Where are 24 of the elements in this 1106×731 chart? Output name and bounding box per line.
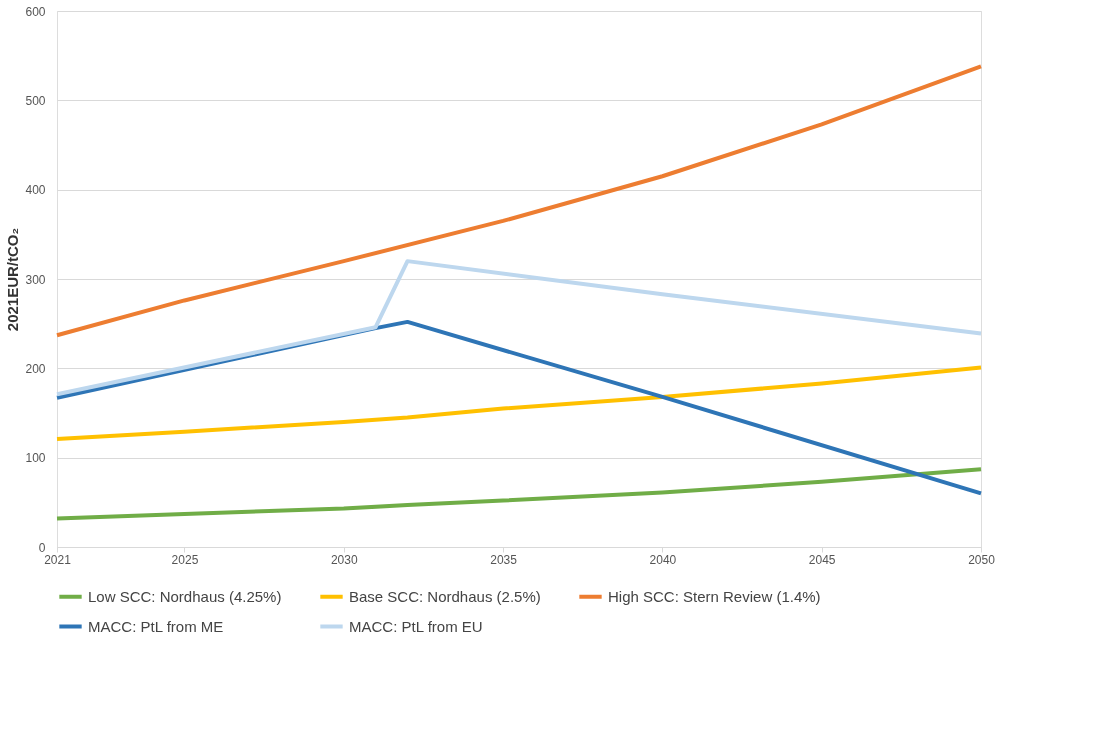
- y-tick-label: 100: [25, 451, 46, 466]
- legend-label: High SCC: Stern Review (1.4%): [608, 587, 821, 605]
- legend-label: MACC: PtL from EU: [349, 617, 483, 635]
- x-tick-label: 2040: [649, 552, 677, 567]
- x-tick-label: 2021: [44, 552, 72, 567]
- line-series: [55, 64, 983, 338]
- y-tick-label: 300: [25, 272, 46, 287]
- line-series: [55, 467, 983, 521]
- legend-label: Base SCC: Nordhaus (2.5%): [349, 587, 541, 605]
- x-tick-label: 2030: [330, 552, 358, 567]
- y-axis-title: 2021EUR/tCO₂: [4, 227, 22, 332]
- y-tick-label: 600: [25, 4, 46, 19]
- x-tick-label: 2025: [171, 552, 199, 567]
- legend-label: MACC: PtL from ME: [88, 617, 224, 635]
- y-tick-label: 200: [25, 361, 46, 376]
- y-tick-label: 500: [25, 93, 46, 108]
- line-series: [55, 259, 983, 397]
- x-tick-label: 2050: [968, 552, 996, 567]
- line-series: [55, 365, 983, 441]
- legend-label: Low SCC: Nordhaus (4.25%): [88, 587, 282, 605]
- x-tick-label: 2045: [808, 552, 836, 567]
- y-tick-label: 0: [38, 540, 46, 555]
- y-tick-label: 400: [25, 183, 46, 198]
- x-tick-label: 2035: [490, 552, 518, 567]
